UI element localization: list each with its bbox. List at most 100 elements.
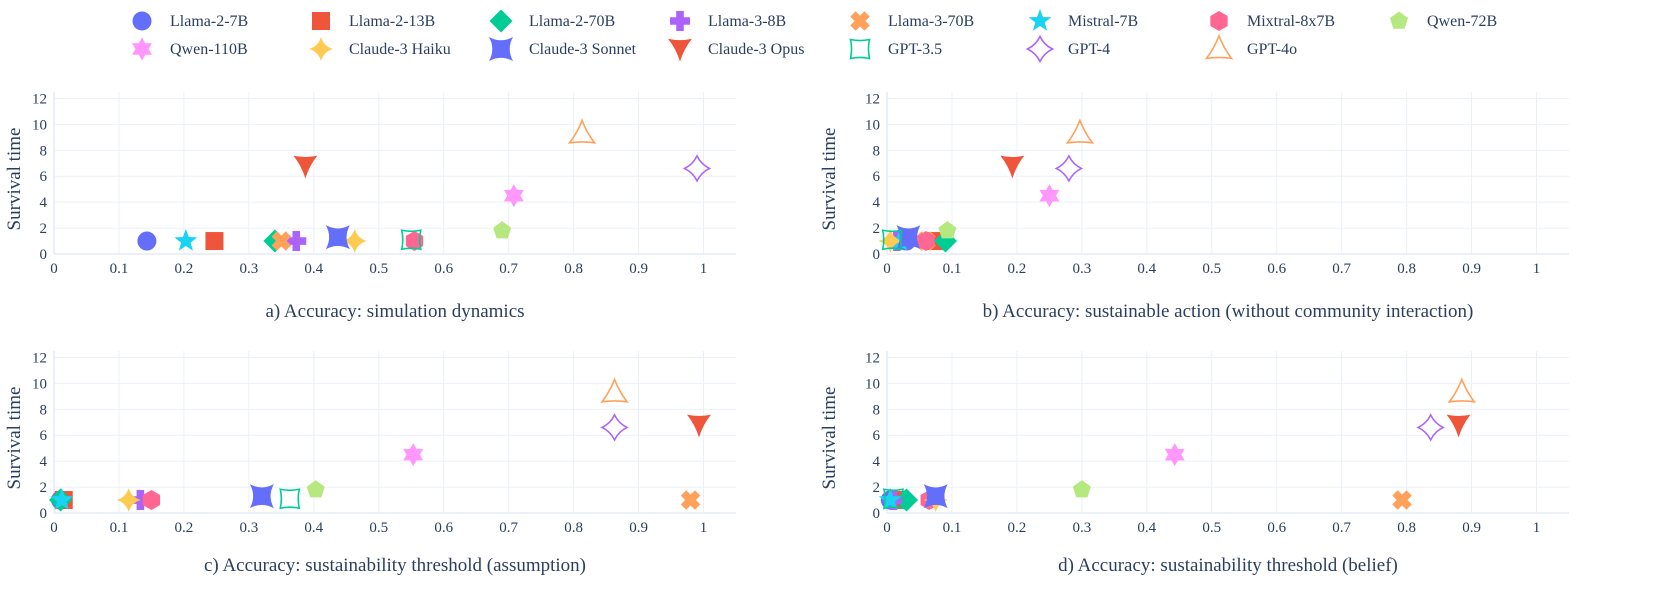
y-tick-label: 10 [865, 117, 880, 133]
legend-item-claude-3-haiku[interactable]: Claude-3 Haiku [309, 37, 451, 61]
point-mistral-7b[interactable] [878, 488, 902, 510]
point-qwen-110b[interactable] [1164, 443, 1185, 467]
x-tick-label: 0.2 [1008, 520, 1027, 536]
point-llama-2-70b[interactable] [894, 488, 918, 512]
point-qwen-72b[interactable] [938, 221, 957, 239]
legend-marker-qwen-72b [1389, 11, 1409, 29]
x-tick-label: 0.9 [1462, 261, 1481, 277]
point-gpt-4[interactable] [682, 154, 712, 183]
point-claude-3-opus[interactable] [1446, 414, 1471, 438]
panel-title: d) Accuracy: sustainability threshold (b… [1058, 555, 1398, 576]
point-gpt-3-5[interactable] [279, 488, 301, 510]
point-gpt-4o[interactable] [1447, 377, 1477, 403]
point-gpt-4[interactable] [1054, 154, 1084, 183]
legend-item-llama-2-7b[interactable]: Llama-2-7B [132, 11, 249, 31]
point-mistral-7b[interactable] [174, 229, 198, 251]
point-mistral-7b[interactable] [50, 488, 74, 510]
legend-item-llama-2-70b[interactable]: Llama-2-70B [489, 9, 616, 33]
x-tick-label: 0 [883, 520, 891, 536]
point-gpt-3-5[interactable] [400, 229, 422, 251]
point-claude-3-sonnet[interactable] [249, 484, 274, 509]
point-claude-3-haiku[interactable] [342, 229, 367, 254]
point-llama-3-70b[interactable] [1388, 486, 1416, 514]
legend-marker-llama-2-13b [312, 12, 330, 30]
legend-item-gpt-3-5[interactable]: GPT-3.5 [849, 38, 943, 60]
x-tick-label: 0.7 [1332, 520, 1351, 536]
legend-marker-mistral-7b [1028, 9, 1052, 31]
y-tick-label: 10 [32, 117, 47, 133]
point-claude-3-haiku[interactable] [878, 229, 903, 254]
legend-label-gpt-4o: GPT-4o [1247, 41, 1297, 58]
point-llama-2-7b[interactable] [137, 231, 157, 251]
legend-item-llama-3-70b[interactable]: Llama-3-70B [846, 7, 974, 35]
y-tick-label: 4 [873, 195, 881, 211]
legend-item-gpt-4o[interactable]: GPT-4o [1204, 33, 1298, 60]
point-claude-3-opus[interactable] [686, 414, 711, 438]
point-qwen-110b[interactable] [403, 443, 424, 467]
legend-marker-gpt-4 [1025, 34, 1055, 64]
x-tick-label: 0.1 [110, 520, 129, 536]
legend-marker-claude-3-opus [668, 38, 692, 62]
legend-item-mistral-7b[interactable]: Mistral-7B [1028, 9, 1139, 31]
point-qwen-110b[interactable] [503, 184, 524, 208]
point-claude-3-sonnet[interactable] [923, 484, 948, 509]
legend-item-claude-3-opus[interactable]: Claude-3 Opus [668, 38, 804, 62]
point-gpt-4[interactable] [1416, 413, 1445, 442]
y-axis-label: Survival time [4, 387, 25, 490]
legend: Llama-2-7B Llama-2-13B Llama-2-70B Llama-3-… [132, 7, 1497, 64]
x-tick-label: 0.4 [304, 520, 323, 536]
point-gpt-4o[interactable] [600, 377, 629, 403]
point-llama-3-70b[interactable] [676, 486, 704, 514]
point-llama-2-13b[interactable] [205, 232, 224, 251]
x-tick-label: 0.1 [943, 261, 962, 277]
y-tick-label: 8 [40, 402, 48, 418]
x-tick-label: 0.5 [1202, 520, 1221, 536]
x-tick-label: 0.3 [239, 261, 258, 277]
point-mixtral-8x7b[interactable] [917, 231, 935, 252]
point-qwen-72b[interactable] [493, 221, 512, 239]
point-claude-3-sonnet[interactable] [325, 225, 350, 250]
point-claude-3-opus[interactable] [293, 155, 318, 179]
x-tick-label: 0.1 [943, 520, 962, 536]
legend-item-qwen-72b[interactable]: Qwen-72B [1389, 11, 1497, 31]
point-gpt-4o[interactable] [567, 118, 597, 144]
legend-item-mixtral-8x7b[interactable]: Mixtral-8x7B [1210, 11, 1335, 31]
chart-panel-c: 0 0.1 0.2 0.3 0.4 0.5 0.6 0.7 0.8 0.9 1024681012Su… [4, 350, 736, 576]
x-tick-label: 0.8 [564, 520, 583, 536]
point-mixtral-8x7b[interactable] [405, 231, 424, 252]
point-claude-3-opus[interactable] [1000, 155, 1025, 179]
legend-item-llama-3-8b[interactable]: Llama-3-8B [670, 11, 786, 31]
legend-item-gpt-4[interactable]: GPT-4 [1025, 34, 1111, 64]
y-tick-label: 2 [40, 221, 48, 237]
point-claude-3-sonnet[interactable] [896, 225, 921, 250]
x-tick-label: 0.5 [1202, 261, 1221, 277]
x-tick-label: 0.4 [304, 261, 323, 277]
point-mixtral-8x7b[interactable] [142, 490, 161, 511]
legend-marker-llama-2-70b [489, 9, 513, 33]
legend-marker-gpt-4o [1204, 33, 1234, 60]
legend-item-llama-2-13b[interactable]: Llama-2-13B [312, 12, 435, 30]
data-points [878, 377, 1477, 514]
panels: 0 0.1 0.2 0.3 0.4 0.5 0.6 0.7 0.8 0.9 1024681012Su… [4, 91, 1569, 576]
point-gpt-3-5[interactable] [881, 229, 903, 251]
x-tick-label: 1 [700, 261, 708, 277]
legend-item-claude-3-sonnet[interactable]: Claude-3 Sonnet [489, 37, 637, 61]
x-tick-label: 0.6 [434, 261, 453, 277]
point-qwen-72b[interactable] [306, 480, 325, 498]
legend-marker-qwen-110b [132, 37, 152, 61]
chart-panel-d: 0 0.1 0.2 0.3 0.4 0.5 0.6 0.7 0.8 0.9 1024681012Su… [819, 350, 1569, 576]
point-claude-3-haiku[interactable] [116, 488, 141, 513]
legend-label-llama-2-70b: Llama-2-70B [529, 13, 615, 30]
legend-label-claude-3-sonnet: Claude-3 Sonnet [529, 41, 637, 58]
point-gpt-3-5[interactable] [882, 488, 905, 510]
point-qwen-72b[interactable] [1072, 480, 1091, 498]
point-llama-3-70b[interactable] [267, 227, 295, 255]
data-points [137, 118, 712, 255]
point-gpt-4o[interactable] [1065, 118, 1095, 144]
legend-item-qwen-110b[interactable]: Qwen-110B [132, 37, 248, 61]
legend-label-llama-2-13b: Llama-2-13B [349, 13, 435, 30]
point-qwen-110b[interactable] [1039, 184, 1060, 208]
legend-label-mixtral-8x7b: Mixtral-8x7B [1247, 13, 1335, 30]
point-gpt-4[interactable] [600, 413, 629, 442]
point-llama-3-8b[interactable] [286, 231, 307, 252]
